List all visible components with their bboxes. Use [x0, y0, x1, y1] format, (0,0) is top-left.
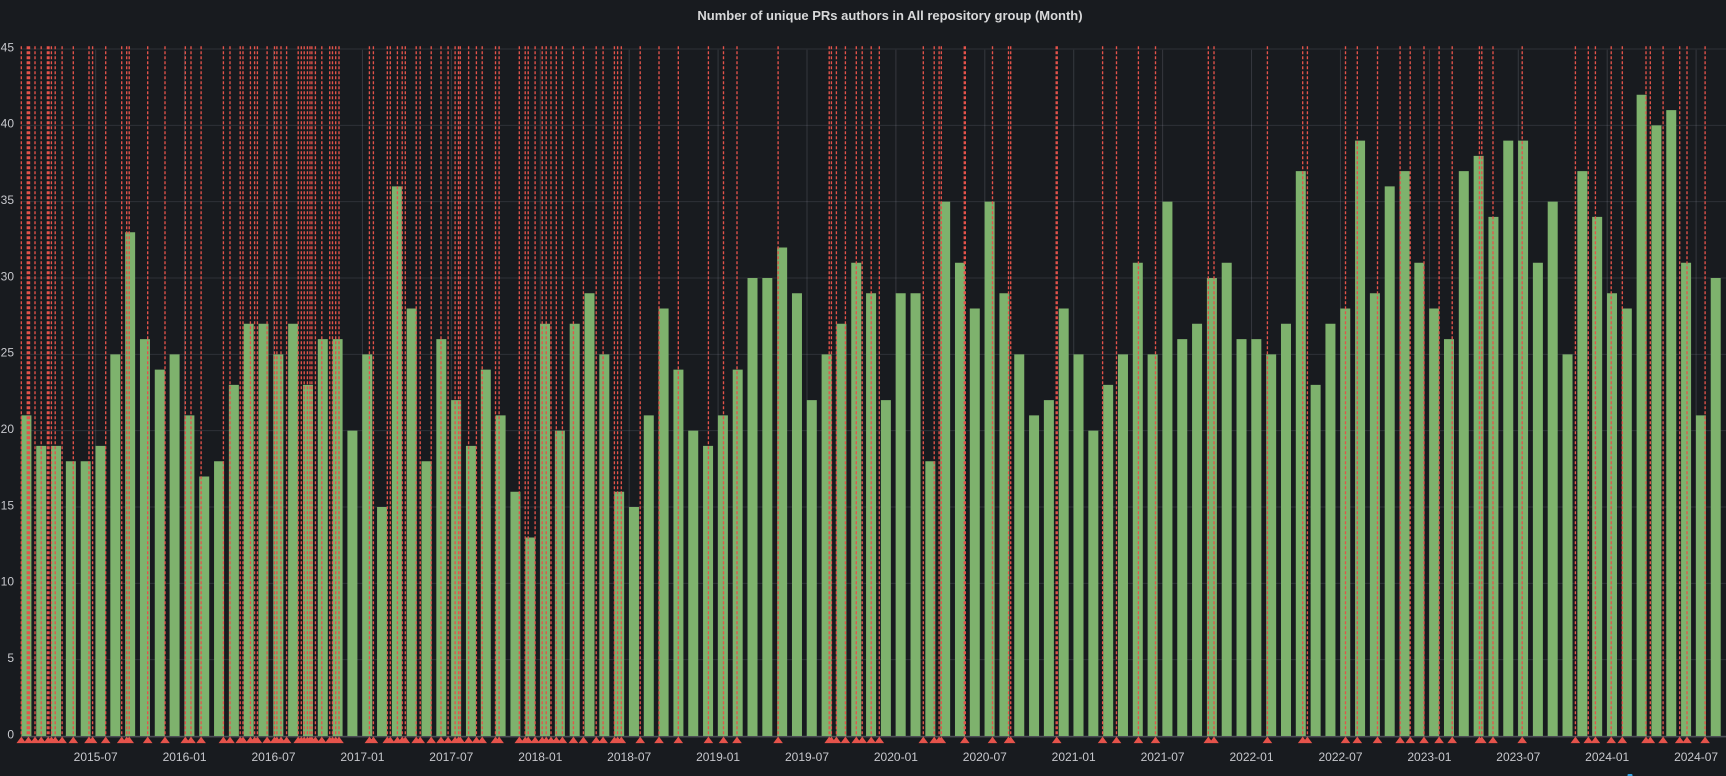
svg-text:2024-01: 2024-01 — [1585, 750, 1629, 764]
svg-text:2021-07: 2021-07 — [1141, 750, 1185, 764]
svg-text:2021-01: 2021-01 — [1052, 750, 1096, 764]
svg-text:10: 10 — [1, 575, 15, 589]
svg-text:15: 15 — [1, 498, 15, 512]
svg-text:40: 40 — [1, 117, 15, 131]
svg-text:2018-07: 2018-07 — [607, 750, 651, 764]
svg-text:0: 0 — [7, 727, 14, 741]
svg-text:Number of unique PRs authors i: Number of unique PRs authors in All repo… — [697, 8, 1082, 23]
svg-text:5: 5 — [7, 651, 14, 665]
svg-text:30: 30 — [1, 269, 15, 283]
svg-text:2015-07: 2015-07 — [74, 750, 118, 764]
svg-text:2022-07: 2022-07 — [1318, 750, 1362, 764]
svg-text:35: 35 — [1, 193, 15, 207]
svg-text:2024-07: 2024-07 — [1674, 750, 1718, 764]
svg-text:2019-07: 2019-07 — [785, 750, 829, 764]
svg-text:2017-01: 2017-01 — [340, 750, 384, 764]
svg-text:2023-01: 2023-01 — [1407, 750, 1451, 764]
svg-text:2022-01: 2022-01 — [1229, 750, 1273, 764]
svg-text:20: 20 — [1, 422, 15, 436]
svg-text:2023-07: 2023-07 — [1496, 750, 1540, 764]
svg-text:2016-01: 2016-01 — [163, 750, 207, 764]
svg-text:2020-07: 2020-07 — [963, 750, 1007, 764]
svg-text:2019-01: 2019-01 — [696, 750, 740, 764]
svg-text:2018-01: 2018-01 — [518, 750, 562, 764]
svg-text:2020-01: 2020-01 — [874, 750, 918, 764]
svg-text:25: 25 — [1, 346, 15, 360]
svg-text:2016-07: 2016-07 — [251, 750, 295, 764]
svg-text:2017-07: 2017-07 — [429, 750, 473, 764]
svg-text:45: 45 — [1, 40, 15, 54]
